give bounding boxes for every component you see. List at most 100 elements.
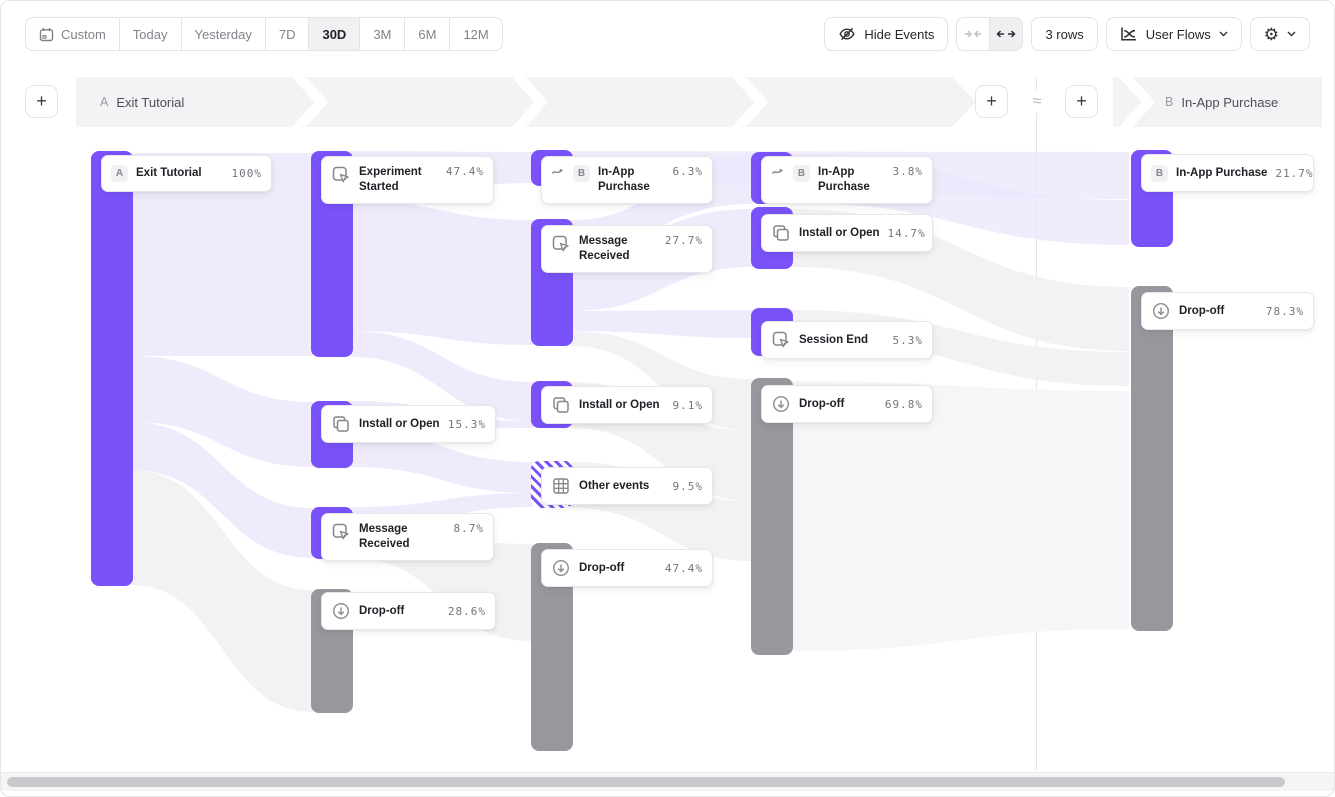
- jump-arrow-icon: [551, 165, 565, 177]
- horizontal-scrollbar[interactable]: [1, 772, 1334, 791]
- node-label: Drop-off: [799, 397, 845, 410]
- node-card-experiment-started[interactable]: Experiment Started 47.4%: [321, 156, 494, 204]
- plus-icon: +: [36, 91, 47, 111]
- rows-label: 3 rows: [1045, 26, 1084, 42]
- flow-a-label: Exit Tutorial: [116, 94, 185, 110]
- expand-columns-button[interactable]: [989, 17, 1024, 51]
- dropoff-arrow-icon: [331, 601, 351, 621]
- date-range-label: 12M: [463, 26, 489, 42]
- node-label: Exit Tutorial: [136, 167, 202, 180]
- view-selector-dropdown[interactable]: User Flows: [1105, 17, 1242, 51]
- calendar-icon: [39, 27, 54, 42]
- add-step-end-a-button[interactable]: +: [975, 85, 1008, 118]
- dropoff-arrow-icon: [771, 394, 791, 414]
- node-card-in-app-purchase-4[interactable]: B In-App Purchase 3.8%: [761, 156, 933, 204]
- flows-divider: [1036, 77, 1037, 770]
- node-card-dropoff-3[interactable]: Drop-off 47.4%: [541, 549, 713, 587]
- dropoff-arrow-icon: [551, 558, 571, 578]
- node-card-message-received-3[interactable]: Message Received 27.7%: [541, 225, 713, 273]
- plus-icon: +: [986, 91, 997, 111]
- node-value: 14.7%: [887, 226, 926, 240]
- flow-bar-exit-tutorial[interactable]: [91, 151, 133, 586]
- chevron-down-icon: [1287, 31, 1296, 37]
- node-card-dropoff-4[interactable]: Drop-off 69.8%: [761, 385, 933, 423]
- node-value: 28.6%: [447, 604, 486, 618]
- node-card-session-end-4[interactable]: Session End 5.3%: [761, 321, 933, 359]
- rows-button[interactable]: 3 rows: [1031, 17, 1098, 51]
- jump-arrow-icon: [771, 165, 785, 177]
- add-step-start-b-button[interactable]: +: [1065, 85, 1098, 118]
- click-event-icon: [331, 522, 351, 542]
- node-card-message-received-2[interactable]: Message Received 8.7%: [321, 513, 494, 561]
- date-range-30d[interactable]: 30D: [308, 17, 361, 51]
- node-value: 15.3%: [447, 417, 486, 431]
- flow-b-badge: B: [573, 165, 590, 182]
- date-range-12m[interactable]: 12M: [449, 17, 503, 51]
- toolbar: Custom Today Yesterday 7D 30D 3M 6M 12M …: [1, 1, 1334, 67]
- node-label: Experiment Started: [359, 166, 422, 193]
- collapse-columns-button[interactable]: [956, 17, 991, 51]
- node-value: 21.7%: [1275, 166, 1314, 180]
- date-range-label: 7D: [278, 26, 296, 42]
- date-range-label: Today: [132, 26, 168, 42]
- flow-b-badge: B: [793, 165, 810, 182]
- click-event-icon: [771, 330, 791, 350]
- node-card-install-or-open-4[interactable]: Install or Open 14.7%: [761, 214, 933, 252]
- date-range-selector: Custom Today Yesterday 7D 30D 3M 6M 12M: [25, 17, 503, 51]
- flow-bar-dropoff-b[interactable]: [1131, 286, 1173, 631]
- node-value: 100%: [231, 167, 262, 180]
- node-card-install-or-open-2[interactable]: Install or Open 15.3%: [321, 405, 496, 443]
- date-range-3m[interactable]: 3M: [359, 17, 406, 51]
- node-card-install-or-open-3[interactable]: Install or Open 9.1%: [541, 386, 713, 424]
- flow-b-badge: B: [1165, 95, 1174, 109]
- node-value: 8.7%: [453, 522, 484, 535]
- flow-b-badge: B: [1151, 164, 1168, 182]
- node-label: Install or Open: [799, 226, 880, 239]
- node-card-in-app-purchase-3[interactable]: B In-App Purchase 6.3%: [541, 156, 713, 204]
- node-card-other-events-3[interactable]: Other events 9.5%: [541, 467, 713, 505]
- node-label: Message Received: [579, 235, 630, 262]
- node-card-exit-tutorial[interactable]: A Exit Tutorial 100%: [101, 155, 272, 192]
- arrows-in-icon: [965, 30, 982, 38]
- user-flows-icon: [1120, 26, 1138, 42]
- node-value: 5.3%: [892, 333, 923, 347]
- add-step-start-button[interactable]: +: [25, 85, 58, 118]
- view-selector-label: User Flows: [1145, 26, 1211, 42]
- plus-icon: +: [1076, 91, 1087, 111]
- node-label: Session End: [799, 333, 869, 346]
- node-value: 3.8%: [892, 165, 923, 178]
- node-value: 69.8%: [884, 397, 923, 411]
- node-card-dropoff-2[interactable]: Drop-off 28.6%: [321, 592, 496, 630]
- copy-icon: [551, 395, 571, 415]
- node-label: Message Received: [359, 523, 410, 550]
- click-event-icon: [551, 234, 571, 254]
- node-value: 78.3%: [1265, 304, 1304, 318]
- date-range-today[interactable]: Today: [118, 17, 182, 51]
- date-range-custom[interactable]: Custom: [25, 17, 120, 51]
- node-label: Drop-off: [359, 604, 405, 617]
- date-range-label: 30D: [322, 26, 347, 42]
- node-value: 9.1%: [672, 398, 703, 412]
- node-value: 6.3%: [672, 165, 703, 178]
- date-range-label: 3M: [373, 26, 392, 42]
- arrows-out-icon: [996, 30, 1016, 38]
- node-card-in-app-purchase-b[interactable]: B In-App Purchase 21.7%: [1141, 154, 1314, 192]
- flow-a-badge: A: [100, 95, 109, 109]
- node-value: 9.5%: [672, 479, 703, 493]
- node-card-dropoff-b[interactable]: Drop-off 78.3%: [1141, 292, 1314, 330]
- date-range-6m[interactable]: 6M: [404, 17, 451, 51]
- scrollbar-thumb[interactable]: [7, 777, 1285, 787]
- flow-a-badge: A: [111, 165, 128, 182]
- settings-dropdown[interactable]: ⚙: [1249, 17, 1310, 51]
- click-event-icon: [331, 165, 351, 185]
- date-range-7d[interactable]: 7D: [264, 17, 310, 51]
- node-label: Install or Open: [579, 398, 660, 411]
- node-label: In-App Purchase: [598, 166, 650, 193]
- date-range-label: Custom: [61, 26, 106, 42]
- hide-events-button[interactable]: Hide Events: [824, 17, 949, 51]
- copy-icon: [331, 414, 351, 434]
- flow-bar-dropoff-4[interactable]: [751, 378, 793, 655]
- date-range-yesterday[interactable]: Yesterday: [180, 17, 266, 51]
- copy-icon: [771, 223, 791, 243]
